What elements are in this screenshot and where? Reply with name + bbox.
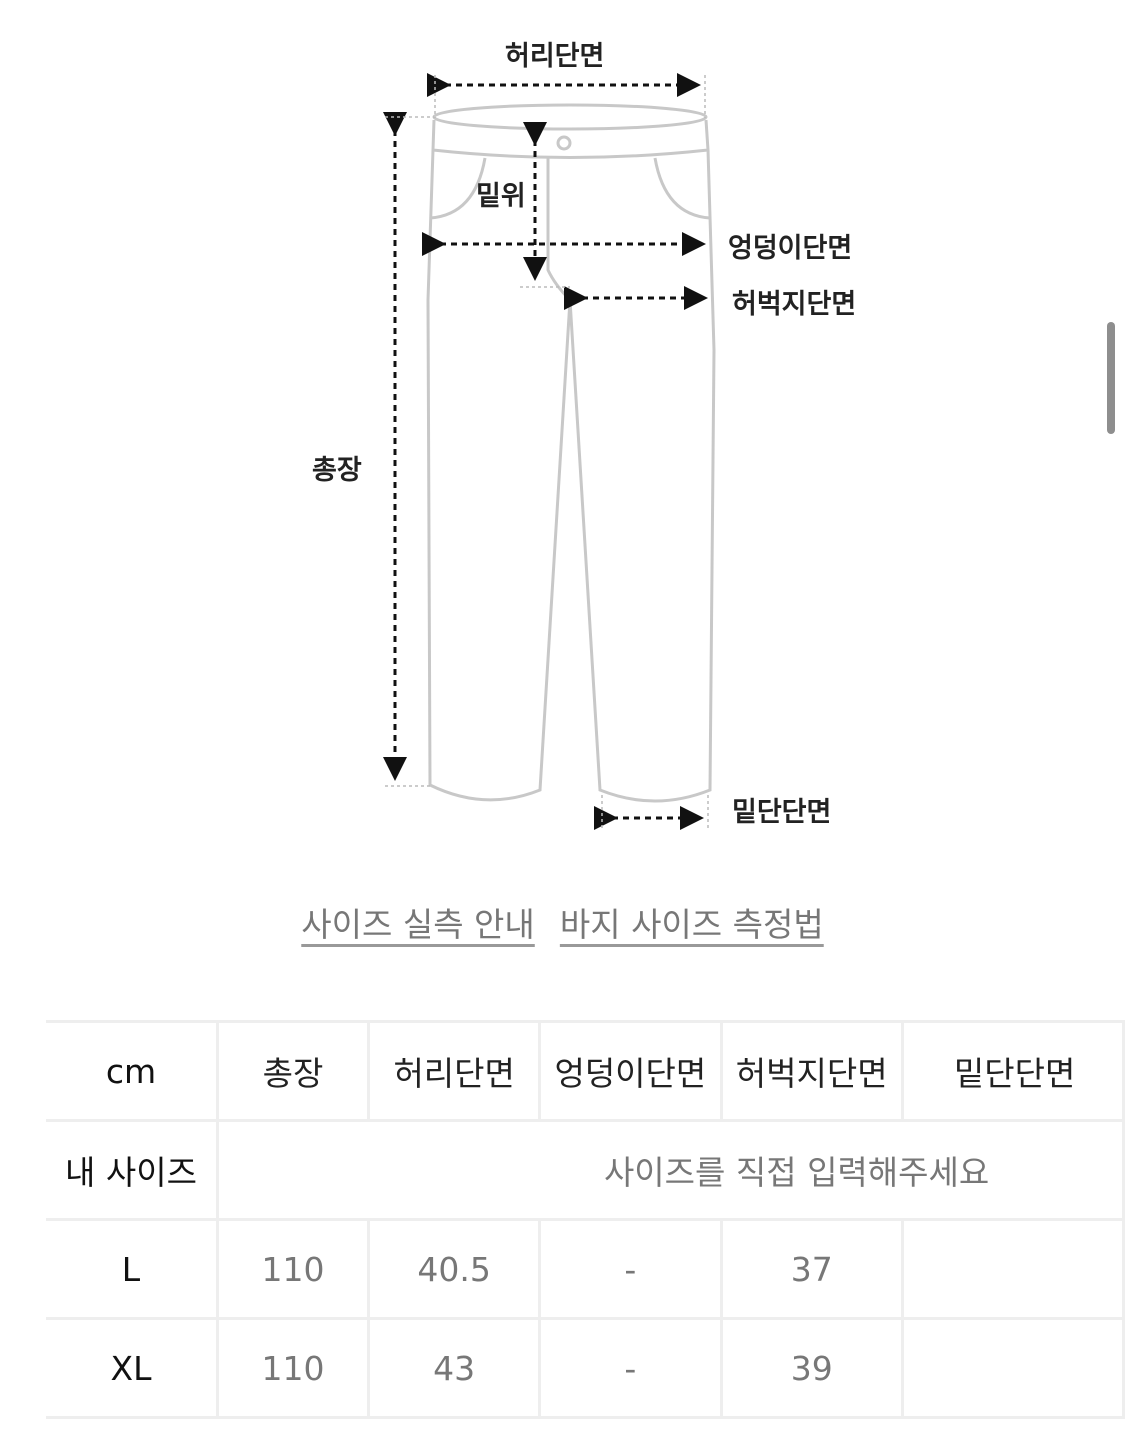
cell: 37 <box>719 1218 904 1320</box>
col-header: 허리단면 <box>367 1020 542 1122</box>
my-size-row: 내 사이즈 사이즈를 직접 입력해주세요 <box>46 1119 1125 1221</box>
table-header-row: cm 총장 허리단면 엉덩이단면 허벅지단면 밑단단면 <box>46 1020 1125 1122</box>
size-table: cm 총장 허리단면 엉덩이단면 허벅지단면 밑단단면 내 사이즈 사이즈를 직… <box>46 1020 1125 1419</box>
col-header: 밑단단면 <box>900 1020 1125 1122</box>
unit-header: cm <box>46 1020 219 1122</box>
waist-label: 허리단면 <box>505 41 605 72</box>
cell: 110 <box>215 1218 371 1320</box>
hip-label: 엉덩이단면 <box>728 233 853 264</box>
scrollbar[interactable] <box>1107 322 1115 434</box>
length-label: 총장 <box>312 455 362 486</box>
cell: 110 <box>215 1317 371 1419</box>
size-measurement-guide-link[interactable]: 사이즈 실측 안내 <box>301 905 535 944</box>
table-row: L 110 40.5 - 37 <box>46 1218 1125 1320</box>
rise-label: 밑위 <box>476 181 526 212</box>
col-header: 엉덩이단면 <box>538 1020 723 1122</box>
pants-outline <box>426 103 716 803</box>
pants-diagram <box>383 73 716 830</box>
pants-measure-method-link[interactable]: 바지 사이즈 측정법 <box>559 905 824 944</box>
cell: - <box>538 1218 723 1320</box>
size-label: XL <box>46 1317 219 1419</box>
my-size-input[interactable]: 사이즈를 직접 입력해주세요 <box>215 1119 1125 1221</box>
col-header: 허벅지단면 <box>719 1020 904 1122</box>
cell: 43 <box>367 1317 542 1419</box>
cell: - <box>538 1317 723 1419</box>
hem-label: 밑단단면 <box>732 797 832 828</box>
thigh-label: 허벅지단면 <box>732 289 857 320</box>
col-header: 총장 <box>215 1020 371 1122</box>
cell: 40.5 <box>367 1218 542 1320</box>
table-row: XL 110 43 - 39 <box>46 1317 1125 1419</box>
my-size-label: 내 사이즈 <box>46 1119 219 1221</box>
cell: 39 <box>719 1317 904 1419</box>
size-guide-links: 사이즈 실측 안내 바지 사이즈 측정법 <box>0 898 1125 946</box>
cell <box>900 1317 1125 1419</box>
size-label: L <box>46 1218 219 1320</box>
cell <box>900 1218 1125 1320</box>
